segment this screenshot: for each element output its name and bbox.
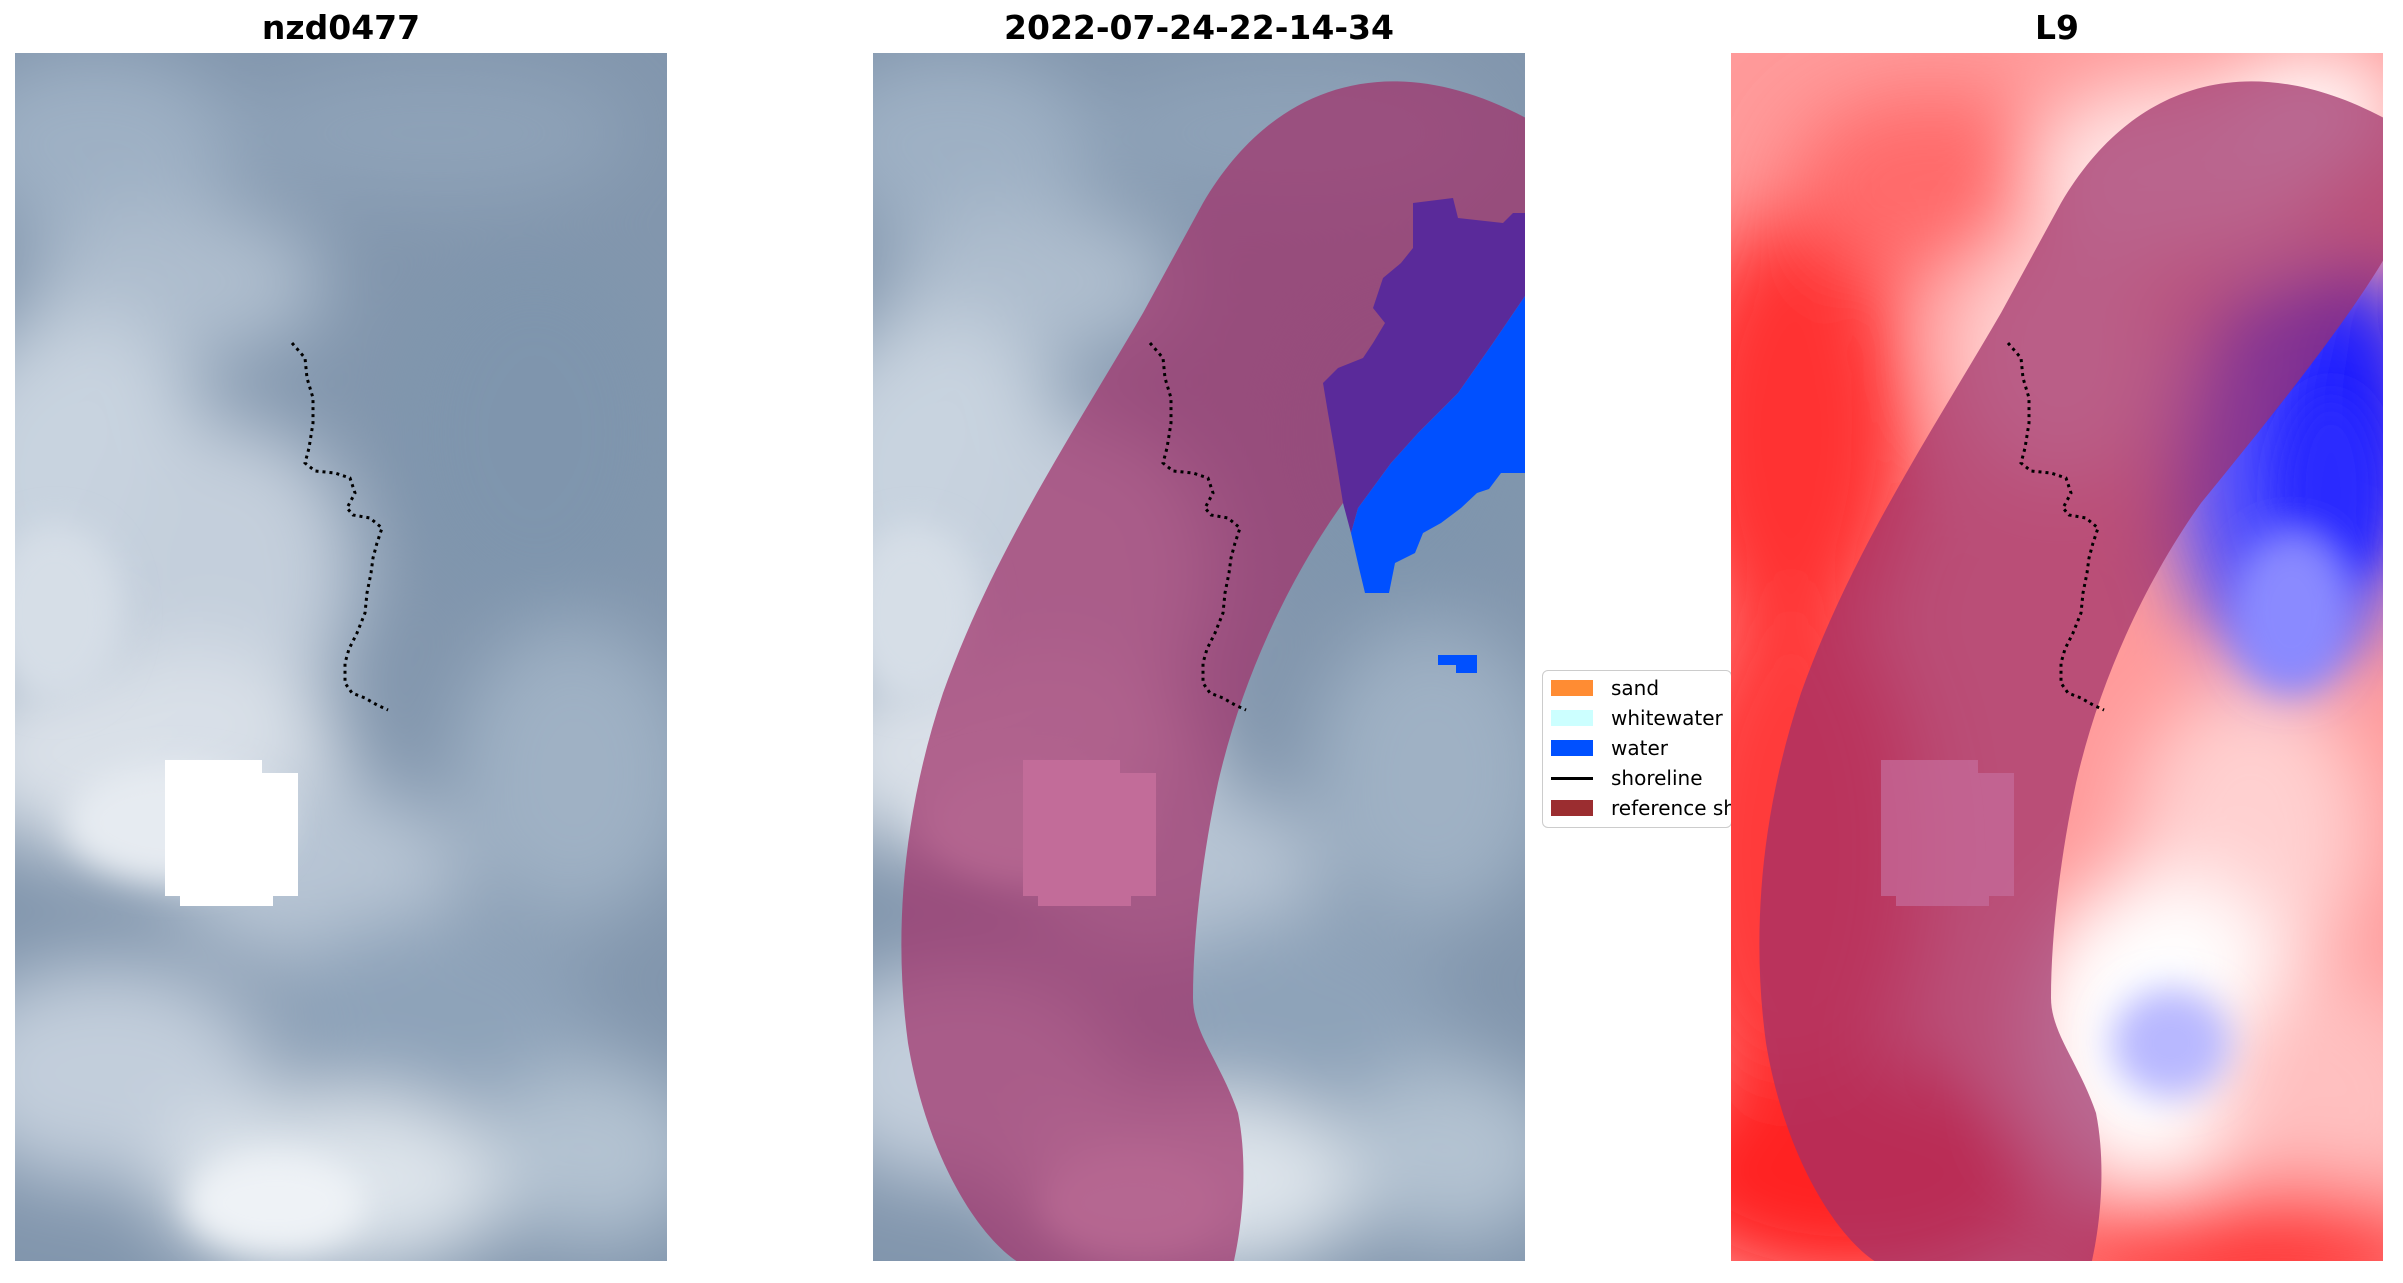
whitewater-swatch-icon [1551, 710, 1593, 726]
panel-title-classification: 2022-07-24-22-14-34 [1004, 8, 1394, 47]
legend-item-sand: sand [1543, 673, 1731, 703]
nodata-patch [165, 760, 298, 906]
legend-label: shoreline [1611, 766, 1703, 790]
legend-label: whitewater [1611, 706, 1723, 730]
water-class-region [1351, 296, 1525, 593]
sand-swatch-icon [1551, 680, 1593, 696]
classification-panel [873, 53, 1525, 1261]
legend-label: sand [1611, 676, 1660, 700]
legend-label: water [1611, 736, 1668, 760]
index-map-image [1731, 53, 2383, 1261]
water-class-patch [1438, 655, 1477, 673]
classification-image [873, 53, 1525, 1261]
water-swatch-icon [1551, 740, 1593, 756]
panel-title-index: L9 [2035, 8, 2079, 47]
rgb-image [15, 53, 667, 1261]
legend-item-shoreline: shoreline [1543, 763, 1731, 793]
reference-buffer-swatch-icon [1551, 800, 1593, 816]
legend-item-whitewater: whitewater [1543, 703, 1731, 733]
rgb-image-panel [15, 53, 667, 1261]
legend-label: reference shoreline buffer [1611, 796, 1731, 820]
shoreline-line-icon [1551, 776, 1593, 780]
legend: sand whitewater water shoreline referenc… [1542, 670, 1732, 828]
index-map-panel [1731, 53, 2383, 1261]
water-buffer-overlap [1323, 198, 1525, 533]
legend-item-water: water [1543, 733, 1731, 763]
shoreline-trace [290, 342, 389, 712]
panel-title-rgb: nzd0477 [261, 8, 421, 47]
legend-item-reference-buffer: reference shoreline buffer [1543, 793, 1731, 823]
